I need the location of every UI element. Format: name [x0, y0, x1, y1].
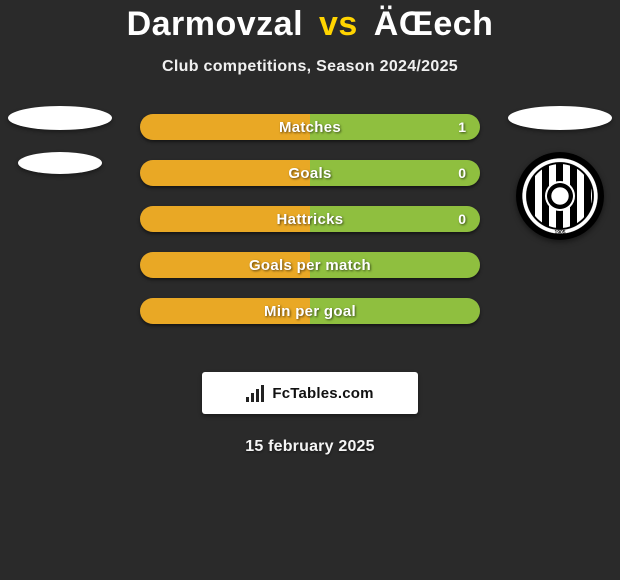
player1-avatar-placeholder — [8, 106, 112, 130]
stat-label: Hattricks — [140, 206, 480, 232]
branding-text: FcTables.com — [272, 385, 373, 402]
player2-avatar-col: FC HRADEC KRÁLOVÉ 1905 — [500, 106, 620, 240]
stat-label: Goals per match — [140, 252, 480, 278]
stat-label: Matches — [140, 114, 480, 140]
club-badge-text-bottom: 1905 — [516, 230, 604, 236]
player2-club-badge: FC HRADEC KRÁLOVÉ 1905 — [516, 152, 604, 240]
stat-label: Min per goal — [140, 298, 480, 324]
stat-row: Goals0 — [140, 160, 480, 186]
stat-value: 0 — [458, 206, 466, 232]
widget-root: Darmovzal vs ÄŒech Club competitions, Se… — [0, 0, 620, 580]
date-label: 15 february 2025 — [0, 438, 620, 456]
signal-icon — [246, 384, 268, 402]
stat-bars: Matches1Goals0Hattricks0Goals per matchM… — [140, 114, 480, 324]
branding-badge[interactable]: FcTables.com — [202, 372, 418, 414]
stats-area: FC HRADEC KRÁLOVÉ 1905 Matches1Goals0Hat… — [0, 114, 620, 354]
player1-avatar-col — [0, 106, 120, 174]
stat-label: Goals — [140, 160, 480, 186]
stat-value: 0 — [458, 160, 466, 186]
player1-name: Darmovzal — [127, 5, 303, 43]
page-title: Darmovzal vs ÄŒech — [0, 5, 620, 44]
vs-label: vs — [319, 5, 358, 43]
stat-row: Goals per match — [140, 252, 480, 278]
stat-row: Min per goal — [140, 298, 480, 324]
stat-value: 1 — [458, 114, 466, 140]
player2-avatar-placeholder — [508, 106, 612, 130]
club-badge-text-top: FC HRADEC KRÁLOVÉ — [516, 154, 604, 160]
stat-row: Matches1 — [140, 114, 480, 140]
player1-club-placeholder — [18, 152, 102, 174]
player2-name: ÄŒech — [374, 5, 494, 43]
subtitle: Club competitions, Season 2024/2025 — [0, 58, 620, 76]
stat-row: Hattricks0 — [140, 206, 480, 232]
